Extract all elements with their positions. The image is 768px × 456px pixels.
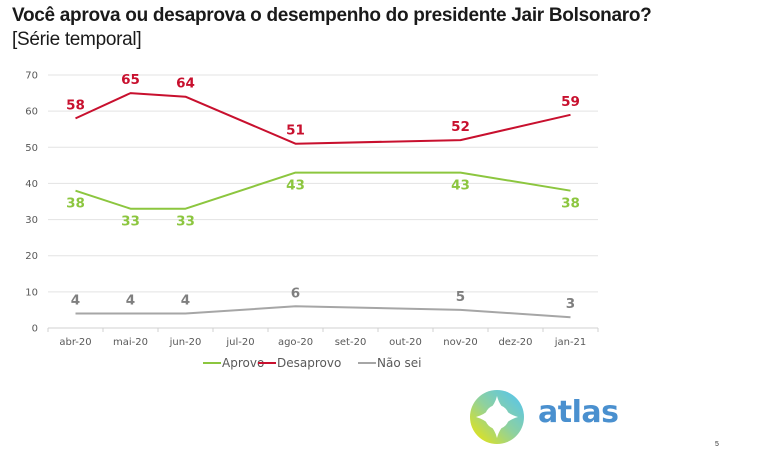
x-tick-label: dez-20 — [498, 337, 532, 348]
y-tick-label: 30 — [25, 215, 38, 226]
legend-label: Desaprovo — [277, 356, 341, 370]
page-number: 5 — [715, 441, 719, 448]
x-axis: abr-20 mai-20 jun-20 jul-20 ago-20 set-20 out-… — [47, 328, 599, 348]
data-label: 64 — [176, 76, 195, 92]
data-label: 59 — [561, 94, 580, 110]
x-tick-label: ago-20 — [278, 337, 313, 348]
x-tick-label: set-20 — [335, 337, 367, 348]
legend-label: Não sei — [377, 356, 421, 370]
y-tick-label: 0 — [32, 324, 38, 335]
y-axis: 0 10 20 30 40 50 60 70 — [25, 71, 38, 335]
data-label: 4 — [126, 293, 135, 309]
data-label: 4 — [181, 293, 190, 309]
data-label: 33 — [176, 214, 195, 230]
atlas-logo-icon — [468, 388, 526, 451]
data-label: 43 — [451, 178, 470, 194]
x-tick-label: mai-20 — [113, 337, 148, 348]
gridlines — [48, 74, 598, 329]
y-tick-label: 60 — [25, 107, 38, 118]
data-label: 38 — [66, 196, 85, 212]
data-label: 51 — [286, 123, 305, 139]
x-tick-label: abr-20 — [59, 337, 91, 348]
series-line-desaprovo — [75, 92, 571, 145]
series-group — [75, 92, 571, 319]
y-tick-label: 50 — [25, 143, 38, 154]
legend-label: Aprovo — [222, 356, 264, 370]
y-tick-label: 40 — [25, 179, 38, 190]
data-label: 52 — [451, 119, 470, 135]
chart-subtitle: [Série temporal] — [12, 29, 142, 50]
data-label: 38 — [561, 196, 580, 212]
data-label: 3 — [566, 296, 575, 312]
data-label: 58 — [66, 97, 85, 113]
data-label: 65 — [121, 72, 140, 88]
data-label: 4 — [71, 293, 80, 309]
y-tick-label: 20 — [25, 251, 38, 262]
x-tick-label: nov-20 — [443, 337, 477, 348]
x-tick-label: jul-20 — [225, 337, 254, 348]
y-tick-label: 70 — [25, 71, 38, 82]
x-tick-label: jun-20 — [169, 337, 202, 348]
series-line-n-o-sei — [75, 305, 571, 319]
legend: Aprovo Desaprovo Não sei — [203, 356, 421, 370]
atlas-logo-text: atlas — [538, 395, 619, 430]
data-label: 6 — [291, 285, 300, 301]
chart-title: Você aprova ou desaprova o desempenho do… — [12, 5, 652, 26]
data-label: 33 — [121, 214, 140, 230]
data-label: 43 — [286, 178, 305, 194]
x-tick-label: jan-21 — [554, 337, 587, 348]
y-tick-label: 10 — [25, 287, 38, 298]
series-line-aprovo — [75, 171, 571, 210]
x-tick-label: out-20 — [389, 337, 422, 348]
data-label: 5 — [456, 289, 465, 305]
